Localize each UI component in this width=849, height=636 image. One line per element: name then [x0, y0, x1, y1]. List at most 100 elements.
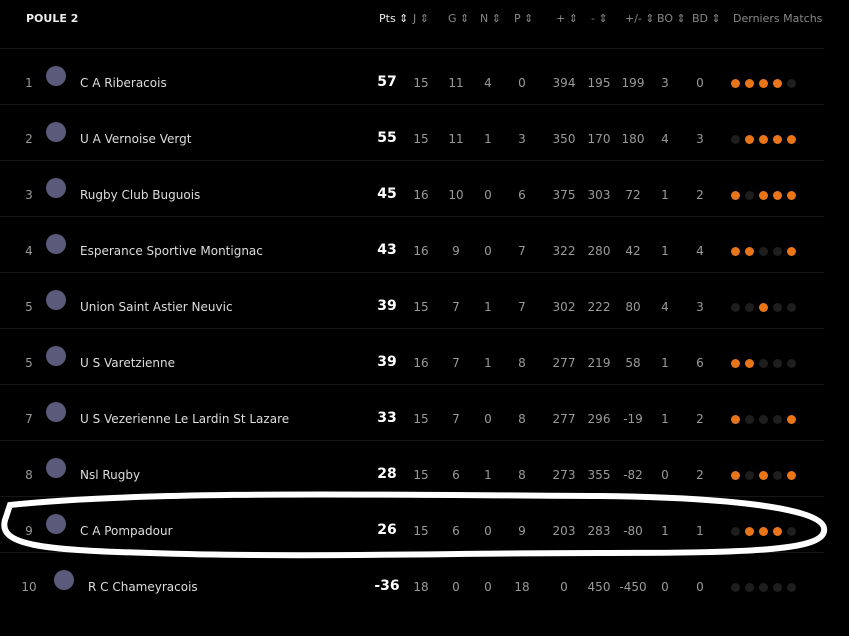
recent-form: [731, 247, 796, 256]
stat-p: 8: [518, 468, 526, 482]
team-name[interactable]: Esperance Sportive Montignac: [80, 244, 263, 258]
team-name[interactable]: Union Saint Astier Neuvic: [80, 300, 233, 314]
table-row[interactable]: 8 Nsl Rugby 28 15 6 1 8 273 355 -82 0 2: [0, 440, 824, 524]
column-header-4[interactable]: P ⇕: [514, 12, 534, 25]
stat-pf: 302: [552, 300, 576, 314]
loss-dot: [745, 471, 754, 480]
win-dot: [773, 191, 782, 200]
table-row[interactable]: 5 Union Saint Astier Neuvic 39 15 7 1 7 302 222 8…: [0, 272, 824, 356]
column-header-8[interactable]: BO ⇕: [657, 12, 686, 25]
win-dot: [787, 247, 796, 256]
loss-dot: [773, 359, 782, 368]
stat-pts: 45: [377, 186, 397, 202]
team-name[interactable]: U A Vernoise Vergt: [80, 132, 192, 146]
stat-j: 15: [413, 132, 429, 146]
stat-p: 6: [518, 188, 526, 202]
column-header-6[interactable]: - ⇕: [591, 12, 608, 25]
loss-dot: [773, 583, 782, 592]
stat-pa: 355: [587, 468, 611, 482]
rank: 4: [25, 244, 33, 258]
stat-pa: 170: [587, 132, 611, 146]
loss-dot: [759, 415, 768, 424]
win-dot: [787, 191, 796, 200]
rank: 7: [25, 412, 33, 426]
column-header-5[interactable]: + ⇕: [556, 12, 578, 25]
stat-p: 8: [518, 356, 526, 370]
stat-pts: 33: [377, 410, 397, 426]
win-dot: [773, 79, 782, 88]
column-header-1[interactable]: J ⇕: [413, 12, 429, 25]
recent-form: [731, 527, 796, 536]
recent-form: [731, 583, 796, 592]
table-row[interactable]: 1 C A Riberacois 57 15 11 4 0 394 195 199 3 0: [0, 48, 824, 132]
row-divider: [0, 160, 824, 161]
team-logo-icon: [46, 402, 66, 422]
team-name[interactable]: Rugby Club Buguois: [80, 188, 201, 202]
loss-dot: [759, 359, 768, 368]
stat-bd: 6: [696, 356, 704, 370]
stat-n: 0: [484, 580, 492, 594]
stat-pf: 277: [552, 412, 576, 426]
column-header-3[interactable]: N ⇕: [480, 12, 501, 25]
table-row[interactable]: 7 U S Vezerienne Le Lardin St Lazare 33 15 7…: [0, 384, 824, 468]
column-header-10[interactable]: Derniers Matchs: [733, 12, 823, 25]
stat-diff: 58: [625, 356, 641, 370]
stat-j: 15: [413, 412, 429, 426]
stat-diff: -19: [623, 412, 643, 426]
row-divider: [0, 272, 824, 273]
stat-j: 15: [413, 468, 429, 482]
loss-dot: [787, 583, 796, 592]
stat-j: 16: [413, 244, 429, 258]
team-name[interactable]: C A Riberacois: [80, 76, 167, 90]
stat-j: 15: [413, 300, 429, 314]
stat-n: 1: [484, 356, 492, 370]
column-header-7[interactable]: +/- ⇕: [625, 12, 655, 25]
stat-pts: 39: [377, 354, 397, 370]
stat-g: 6: [452, 524, 460, 538]
loss-dot: [787, 527, 796, 536]
rank: 8: [25, 468, 33, 482]
table-row[interactable]: 4 Esperance Sportive Montignac 43 16 9 0 7 322 2…: [0, 216, 824, 300]
stat-g: 11: [448, 132, 464, 146]
team-name[interactable]: U S Vezerienne Le Lardin St Lazare: [80, 412, 290, 426]
stat-diff: 80: [625, 300, 641, 314]
team-name[interactable]: C A Pompadour: [80, 524, 173, 538]
stat-pf: 375: [552, 188, 576, 202]
loss-dot: [731, 303, 740, 312]
stat-j: 18: [413, 580, 429, 594]
stat-p: 18: [514, 580, 530, 594]
win-dot: [759, 471, 768, 480]
team-name[interactable]: Nsl Rugby: [80, 468, 141, 482]
win-dot: [759, 303, 768, 312]
win-dot: [759, 135, 768, 144]
pool-title: POULE 2: [26, 12, 79, 25]
recent-form: [731, 415, 796, 424]
table-row[interactable]: 3 Rugby Club Buguois 45 16 10 0 6 375 303 72 1 2: [0, 160, 824, 244]
row-divider: [0, 384, 824, 385]
team-name[interactable]: U S Varetzienne: [80, 356, 176, 370]
row-divider: [0, 496, 824, 497]
table-row[interactable]: 10 R C Chameyracois -36 18 0 0 18 0 450 -450 0 0: [0, 552, 824, 636]
team-logo-icon: [46, 66, 66, 86]
recent-form: [731, 191, 796, 200]
column-header-9[interactable]: BD ⇕: [692, 12, 721, 25]
loss-dot: [773, 247, 782, 256]
loss-dot: [773, 415, 782, 424]
team-logo-icon: [46, 458, 66, 478]
stat-g: 7: [452, 412, 460, 426]
column-header-2[interactable]: G ⇕: [448, 12, 470, 25]
win-dot: [731, 359, 740, 368]
row-divider: [0, 328, 824, 329]
stat-n: 4: [484, 76, 492, 90]
stat-j: 16: [413, 188, 429, 202]
column-header-0[interactable]: Pts ⇕: [379, 12, 409, 25]
win-dot: [787, 415, 796, 424]
recent-form: [731, 471, 796, 480]
team-name[interactable]: R C Chameyracois: [88, 580, 198, 594]
stat-diff: -450: [619, 580, 647, 594]
stat-p: 3: [518, 132, 526, 146]
stat-p: 7: [518, 244, 526, 258]
stat-j: 15: [413, 524, 429, 538]
